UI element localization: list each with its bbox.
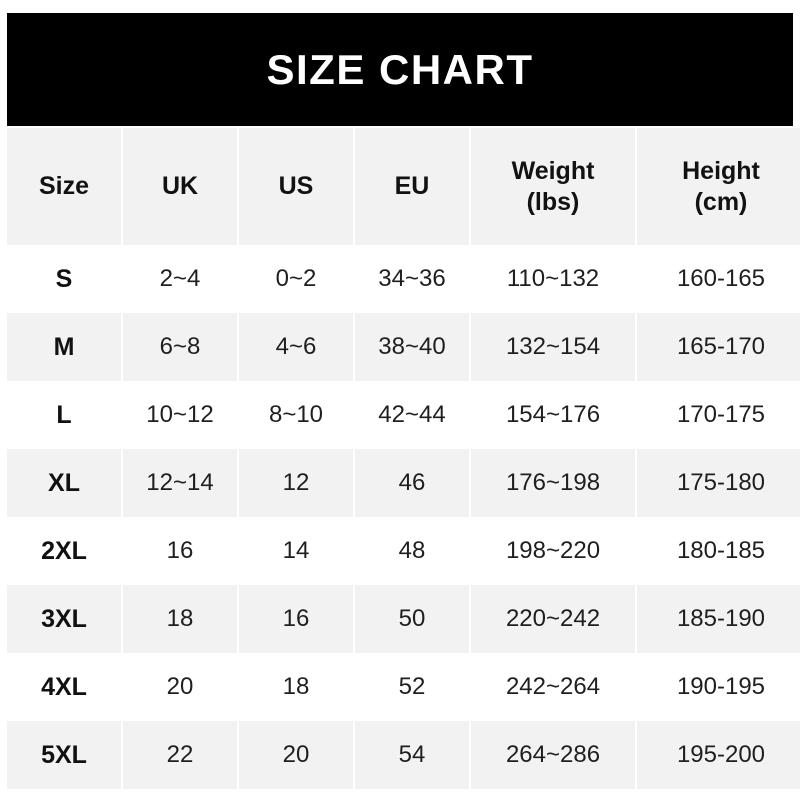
cell-weight: 264~286	[471, 721, 635, 789]
cell-uk: 18	[123, 585, 237, 653]
table-header-row: Size UK US EU Weight (lbs)	[7, 128, 800, 245]
title-banner: SIZE CHART	[7, 13, 793, 126]
column-header-us: US	[239, 128, 353, 245]
cell-weight: 242~264	[471, 653, 635, 721]
cell-us: 20	[239, 721, 353, 789]
table-body: S 2~4 0~2 34~36 110~132 160-165 M 6~8 4~…	[7, 245, 800, 789]
cell-height: 165-170	[637, 313, 800, 381]
table-header: Size UK US EU Weight (lbs)	[7, 128, 800, 245]
column-header-eu-label: EU	[394, 172, 430, 201]
cell-eu: 54	[355, 721, 469, 789]
cell-us: 0~2	[239, 245, 353, 313]
cell-height: 195-200	[637, 721, 800, 789]
table-row: 4XL 20 18 52 242~264 190-195	[7, 653, 800, 721]
cell-us: 16	[239, 585, 353, 653]
cell-size: L	[7, 381, 121, 449]
cell-us: 12	[239, 449, 353, 517]
cell-size: M	[7, 313, 121, 381]
table-row: 5XL 22 20 54 264~286 195-200	[7, 721, 800, 789]
column-header-size-label: Size	[38, 172, 90, 201]
cell-height: 175-180	[637, 449, 800, 517]
column-header-height-label: Height	[682, 157, 760, 185]
cell-height: 185-190	[637, 585, 800, 653]
column-header-uk: UK	[123, 128, 237, 245]
cell-uk: 12~14	[123, 449, 237, 517]
table-row: M 6~8 4~6 38~40 132~154 165-170	[7, 313, 800, 381]
cell-eu: 52	[355, 653, 469, 721]
cell-weight: 110~132	[471, 245, 635, 313]
cell-uk: 16	[123, 517, 237, 585]
column-header-height: Height (cm)	[637, 128, 800, 245]
cell-size: 3XL	[7, 585, 121, 653]
cell-weight: 154~176	[471, 381, 635, 449]
table-row: 2XL 16 14 48 198~220 180-185	[7, 517, 800, 585]
table-row: XL 12~14 12 46 176~198 175-180	[7, 449, 800, 517]
size-table-container: Size UK US EU Weight (lbs)	[7, 128, 800, 789]
cell-size: 5XL	[7, 721, 121, 789]
cell-height: 170-175	[637, 381, 800, 449]
cell-uk: 22	[123, 721, 237, 789]
cell-eu: 42~44	[355, 381, 469, 449]
cell-height: 190-195	[637, 653, 800, 721]
cell-size: 4XL	[7, 653, 121, 721]
cell-weight: 176~198	[471, 449, 635, 517]
column-header-weight-unit: (lbs)	[526, 187, 580, 216]
cell-uk: 10~12	[123, 381, 237, 449]
cell-eu: 46	[355, 449, 469, 517]
column-header-weight-label: Weight	[511, 157, 595, 185]
column-header-weight: Weight (lbs)	[471, 128, 635, 245]
cell-eu: 48	[355, 517, 469, 585]
table-row: S 2~4 0~2 34~36 110~132 160-165	[7, 245, 800, 313]
cell-size: S	[7, 245, 121, 313]
column-header-size: Size	[7, 128, 121, 245]
column-header-height-unit: (cm)	[694, 187, 748, 216]
cell-eu: 38~40	[355, 313, 469, 381]
page-title: SIZE CHART	[266, 45, 534, 93]
size-chart-table: Size UK US EU Weight (lbs)	[5, 128, 800, 789]
cell-weight: 220~242	[471, 585, 635, 653]
table-row: L 10~12 8~10 42~44 154~176 170-175	[7, 381, 800, 449]
cell-us: 18	[239, 653, 353, 721]
cell-height: 160-165	[637, 245, 800, 313]
cell-size: XL	[7, 449, 121, 517]
cell-uk: 20	[123, 653, 237, 721]
table-row: 3XL 18 16 50 220~242 185-190	[7, 585, 800, 653]
cell-eu: 50	[355, 585, 469, 653]
column-header-us-label: US	[278, 172, 314, 201]
cell-us: 14	[239, 517, 353, 585]
cell-size: 2XL	[7, 517, 121, 585]
cell-height: 180-185	[637, 517, 800, 585]
cell-us: 4~6	[239, 313, 353, 381]
cell-weight: 198~220	[471, 517, 635, 585]
column-header-uk-label: UK	[161, 172, 199, 201]
cell-uk: 6~8	[123, 313, 237, 381]
cell-us: 8~10	[239, 381, 353, 449]
cell-weight: 132~154	[471, 313, 635, 381]
cell-uk: 2~4	[123, 245, 237, 313]
column-header-eu: EU	[355, 128, 469, 245]
cell-eu: 34~36	[355, 245, 469, 313]
